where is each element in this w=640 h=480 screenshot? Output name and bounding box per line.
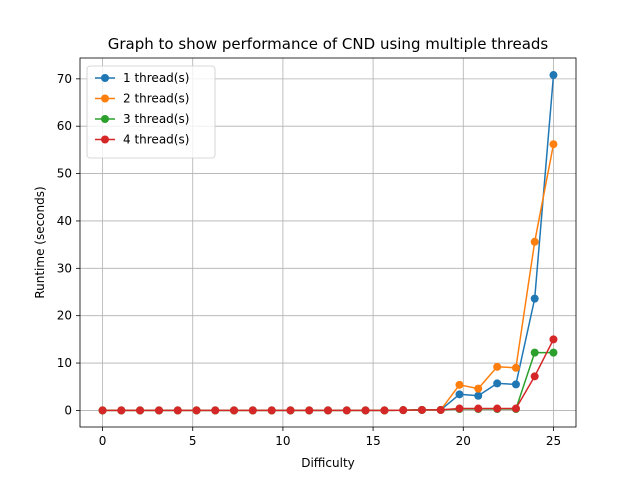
data-point bbox=[493, 404, 502, 413]
x-tick-label: 0 bbox=[99, 434, 107, 448]
data-point bbox=[211, 406, 220, 415]
data-point bbox=[455, 390, 464, 399]
series-layer bbox=[98, 71, 558, 415]
data-point bbox=[549, 71, 558, 80]
data-point bbox=[286, 406, 295, 415]
y-tick-label: 10 bbox=[57, 356, 72, 370]
ticks: 0 5 10 15 20 25 0 10 20 30 40 50 60 70 bbox=[57, 72, 561, 448]
data-point bbox=[549, 335, 558, 344]
data-point bbox=[417, 405, 426, 414]
legend-marker bbox=[101, 74, 109, 82]
x-tick-label: 25 bbox=[546, 434, 561, 448]
data-point bbox=[267, 406, 276, 415]
legend-item: 3 thread(s) bbox=[95, 112, 189, 126]
data-point bbox=[173, 406, 182, 415]
data-point bbox=[436, 405, 445, 414]
data-point bbox=[136, 406, 145, 415]
data-point bbox=[493, 379, 502, 388]
data-point bbox=[117, 406, 126, 415]
data-point bbox=[474, 391, 483, 400]
y-tick-label: 70 bbox=[57, 72, 72, 86]
legend-item: 1 thread(s) bbox=[95, 71, 189, 85]
y-axis-label: Runtime (seconds) bbox=[33, 186, 47, 298]
data-point bbox=[192, 406, 201, 415]
data-point bbox=[455, 380, 464, 389]
legend: 1 thread(s) 2 thread(s) 3 thread(s) 4 threa… bbox=[86, 65, 216, 159]
data-point bbox=[511, 380, 520, 389]
data-point bbox=[530, 348, 539, 357]
chart-title: Graph to show performance of CND using m… bbox=[108, 35, 549, 53]
legend-marker bbox=[101, 135, 109, 144]
y-tick-label: 20 bbox=[57, 309, 72, 323]
series-4-threads bbox=[98, 335, 558, 415]
y-tick-label: 30 bbox=[57, 261, 72, 275]
legend-marker bbox=[101, 115, 109, 123]
data-point bbox=[98, 406, 107, 415]
data-point bbox=[154, 406, 163, 415]
legend-label: 4 thread(s) bbox=[123, 133, 189, 147]
legend-label: 1 thread(s) bbox=[123, 71, 189, 85]
data-point bbox=[342, 406, 351, 415]
data-point bbox=[549, 348, 558, 357]
data-point bbox=[530, 237, 539, 246]
grid bbox=[80, 58, 576, 427]
data-point bbox=[455, 404, 464, 413]
data-point bbox=[305, 406, 314, 415]
legend-item: 2 thread(s) bbox=[95, 92, 189, 106]
legend-marker bbox=[101, 94, 109, 103]
legend-label: 2 thread(s) bbox=[123, 92, 189, 106]
data-point bbox=[511, 404, 520, 413]
x-tick-label: 10 bbox=[275, 434, 290, 448]
x-axis-label: Difficulty bbox=[301, 456, 355, 470]
data-point bbox=[549, 140, 558, 149]
data-point bbox=[530, 294, 539, 303]
data-point bbox=[248, 406, 257, 415]
y-tick-label: 50 bbox=[57, 167, 72, 181]
x-tick-label: 15 bbox=[365, 434, 380, 448]
legend-label: 3 thread(s) bbox=[123, 112, 189, 126]
x-tick-label: 20 bbox=[456, 434, 471, 448]
data-point bbox=[399, 406, 408, 415]
plot-frame bbox=[79, 57, 577, 428]
legend-box bbox=[86, 65, 216, 159]
y-tick-label: 60 bbox=[57, 119, 72, 133]
data-point bbox=[511, 363, 520, 372]
y-tick-label: 40 bbox=[57, 214, 72, 228]
data-point bbox=[324, 406, 332, 415]
data-point bbox=[474, 404, 483, 413]
data-point bbox=[530, 372, 539, 381]
data-point bbox=[361, 406, 370, 415]
data-point bbox=[380, 406, 389, 415]
data-point bbox=[230, 406, 239, 415]
legend-item: 4 thread(s) bbox=[95, 133, 189, 147]
data-point bbox=[474, 384, 483, 393]
y-tick-label: 0 bbox=[64, 403, 72, 417]
x-tick-label: 5 bbox=[189, 434, 197, 448]
data-point bbox=[493, 362, 502, 371]
